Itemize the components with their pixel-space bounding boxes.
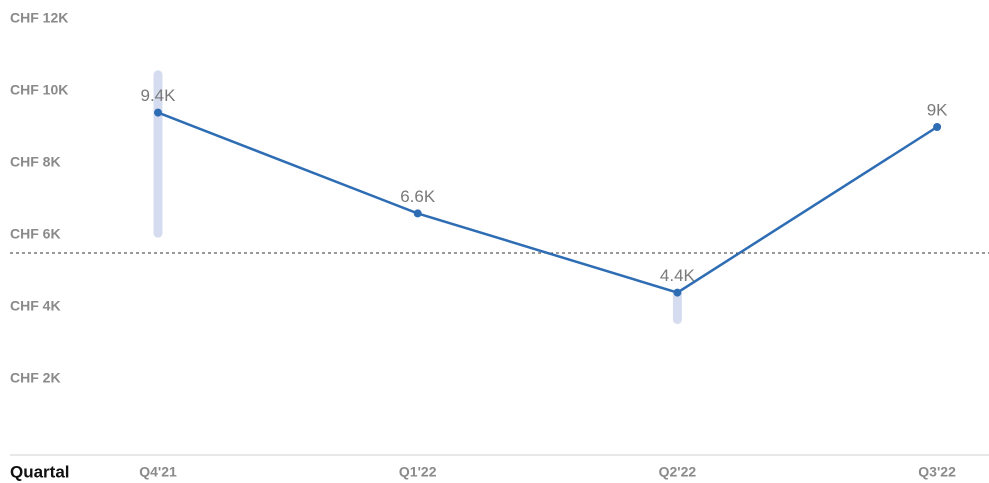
y-tick-label: CHF 8K bbox=[10, 154, 61, 170]
y-tick-label: CHF 2K bbox=[10, 370, 61, 386]
x-tick-label: Q1'22 bbox=[399, 464, 437, 480]
data-label: 4.4K bbox=[660, 266, 696, 285]
data-point bbox=[413, 209, 422, 218]
y-tick-label: CHF 6K bbox=[10, 226, 61, 242]
x-axis-title: Quartal bbox=[10, 462, 70, 481]
data-point bbox=[673, 288, 682, 297]
x-tick-label: Q2'22 bbox=[659, 464, 697, 480]
y-tick-label: CHF 12K bbox=[10, 10, 68, 26]
data-label: 9.4K bbox=[141, 86, 177, 105]
series-line bbox=[157, 111, 938, 294]
data-label: 6.6K bbox=[400, 187, 436, 206]
data-point bbox=[933, 123, 942, 131]
x-tick-label: Q3'22 bbox=[918, 464, 956, 480]
y-tick-label: CHF 4K bbox=[10, 298, 61, 314]
y-tick-label: CHF 10K bbox=[10, 82, 68, 98]
data-label: 9K bbox=[927, 100, 948, 119]
data-point bbox=[154, 108, 162, 117]
x-tick-label: Q4'21 bbox=[139, 464, 177, 480]
